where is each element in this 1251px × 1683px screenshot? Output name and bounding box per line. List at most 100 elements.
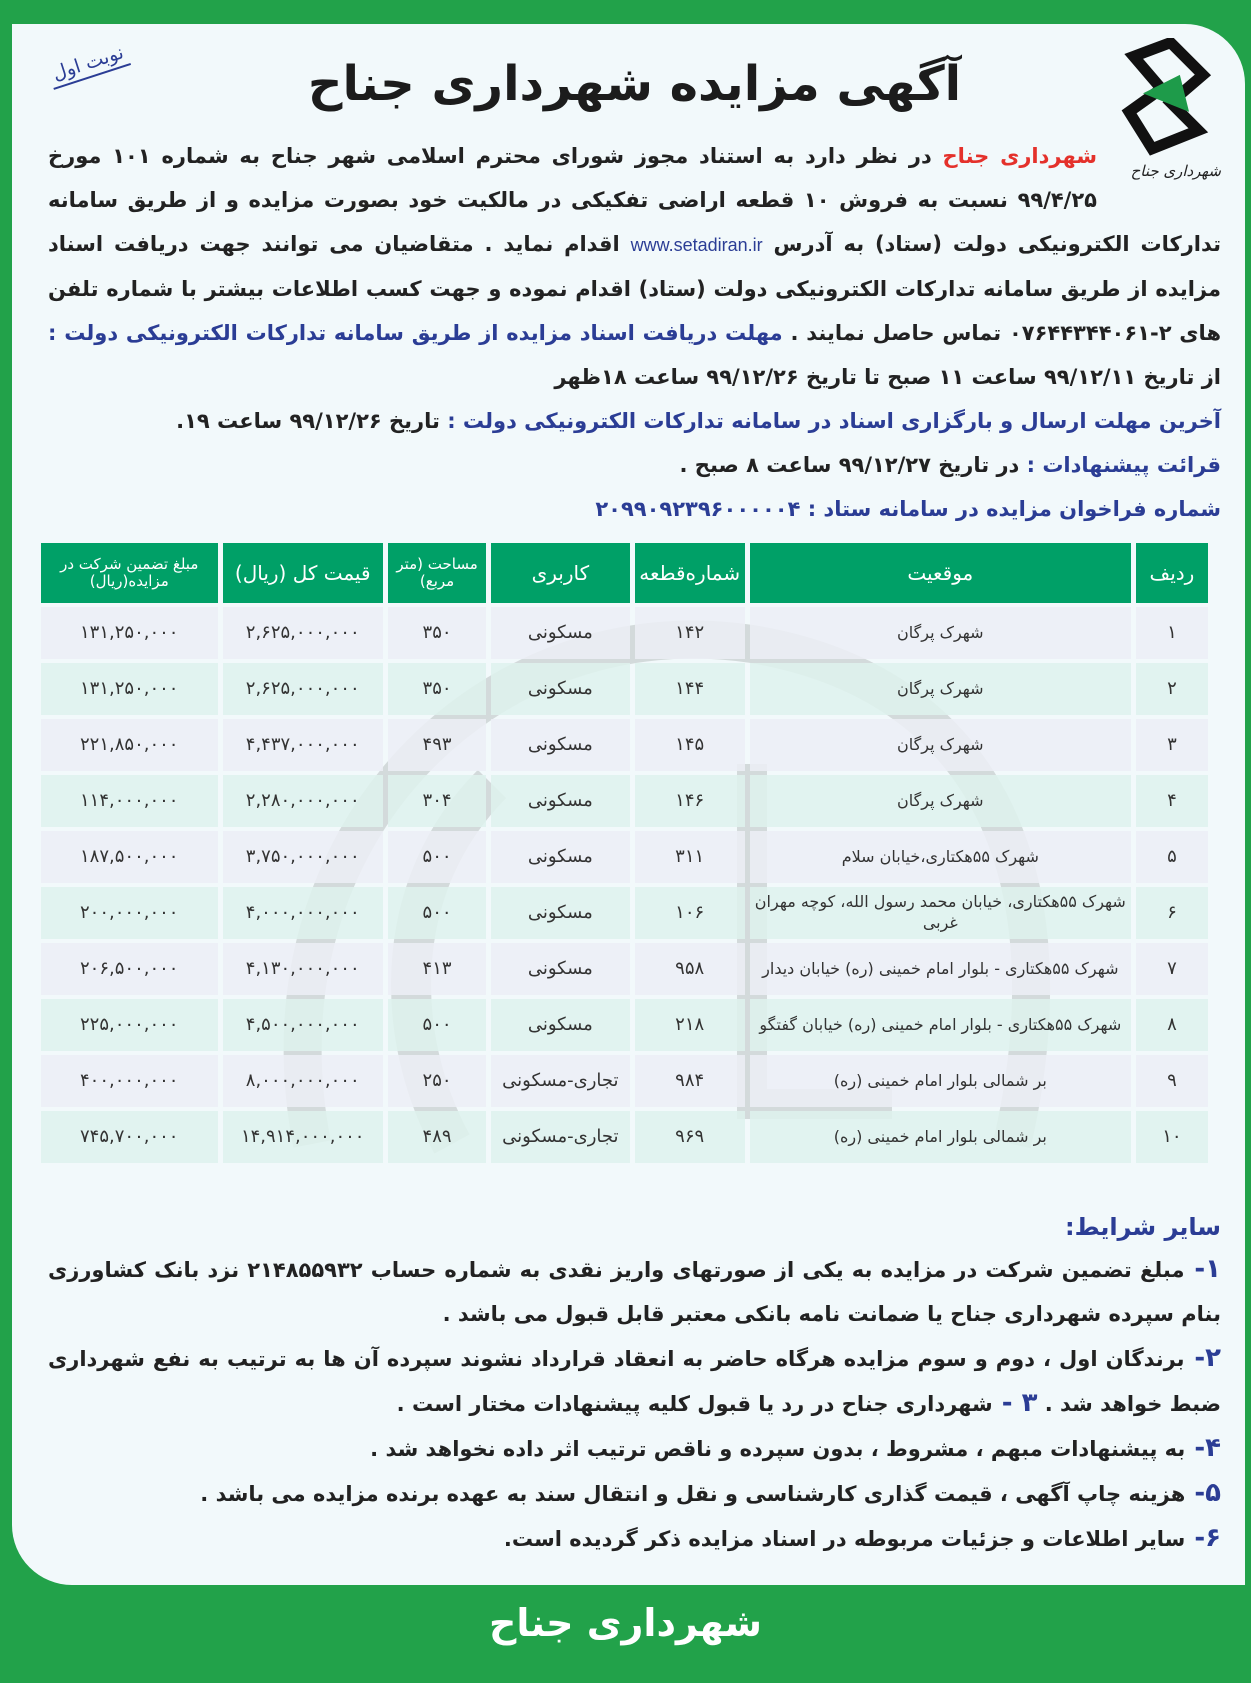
deadline-text: از تاریخ ۹۹/۱۲/۱۱ ساعت ۱۱ صبح تا تاریخ ۹… bbox=[554, 365, 1221, 389]
cell-lot-number: ۱۴۴ bbox=[634, 663, 745, 715]
cell-row-number: ۶ bbox=[1135, 887, 1208, 939]
table-row: ۵ شهرک ۵۵هکتاری،خیابان سلام ۳۱۱ مسکونی ۵۰۰ ۳,… bbox=[41, 831, 1208, 883]
cell-total-price: ۲,۶۲۵,۰۰۰,۰۰۰ bbox=[222, 663, 383, 715]
cell-location: بر شمالی بلوار امام خمینی (ره) bbox=[749, 1055, 1131, 1107]
cell-usage: تجاری-مسکونی bbox=[491, 1111, 630, 1163]
cell-guarantee-amount: ۷۴۵,۷۰۰,۰۰۰ bbox=[41, 1111, 218, 1163]
cell-usage: مسکونی bbox=[491, 607, 630, 659]
cell-total-price: ۳,۷۵۰,۰۰۰,۰۰۰ bbox=[222, 831, 383, 883]
condition-text: مبلغ تضمین شرکت در مزایده به یکی از صورت… bbox=[48, 1258, 1221, 1326]
cell-lot-number: ۱۴۶ bbox=[634, 775, 745, 827]
header-location: موقعیت bbox=[749, 543, 1131, 603]
header-area: مساحت (متر مربع) bbox=[387, 543, 487, 603]
header-lot-number: شماره‌قطعه bbox=[634, 543, 745, 603]
cell-total-price: ۴,۱۳۰,۰۰۰,۰۰۰ bbox=[222, 943, 383, 995]
conditions-section: سایر شرایط: ۱- مبلغ تضمین شرکت در مزایده… bbox=[48, 1207, 1221, 1561]
municipality-logo bbox=[1121, 38, 1212, 156]
cell-area: ۳۵۰ bbox=[387, 607, 487, 659]
cell-area: ۵۰۰ bbox=[387, 999, 487, 1051]
setad-link[interactable]: www.setadiran.ir bbox=[630, 235, 763, 255]
cell-location: شهرک پرگان bbox=[749, 775, 1131, 827]
condition-number: ۶- bbox=[1185, 1523, 1221, 1553]
opening-label: قرائت پیشنهادات : bbox=[1019, 453, 1221, 477]
submission-info: آخرین مهلت ارسال و بارگزاری اسناد در سام… bbox=[48, 399, 1221, 531]
condition-text: به پیشنهادات مبهم ، مشروط ، بدون سپرده و… bbox=[370, 1437, 1186, 1461]
cell-location: بر شمالی بلوار امام خمینی (ره) bbox=[749, 1111, 1131, 1163]
conditions-heading: سایر شرایط: bbox=[1065, 1213, 1221, 1241]
page-title: آگهی مزایده شهرداری جناح bbox=[307, 56, 962, 112]
cell-lot-number: ۱۴۵ bbox=[634, 719, 745, 771]
cell-total-price: ۱۴,۹۱۴,۰۰۰,۰۰۰ bbox=[222, 1111, 383, 1163]
cell-total-price: ۸,۰۰۰,۰۰۰,۰۰۰ bbox=[222, 1055, 383, 1107]
notice-panel: نوبت اول آگهی مزایده شهرداری جناح شهردار… bbox=[12, 24, 1245, 1585]
cell-location: شهرک پرگان bbox=[749, 607, 1131, 659]
cell-guarantee-amount: ۲۰۰,۰۰۰,۰۰۰ bbox=[41, 887, 218, 939]
cell-lot-number: ۹۸۴ bbox=[634, 1055, 745, 1107]
cell-lot-number: ۹۶۹ bbox=[634, 1111, 745, 1163]
intro-text-1: در نظر دارد به استناد مجوز شورای محترم ا… bbox=[48, 144, 1221, 256]
cell-usage: مسکونی bbox=[491, 999, 630, 1051]
cell-guarantee-amount: ۱۳۱,۲۵۰,۰۰۰ bbox=[41, 607, 218, 659]
cell-total-price: ۲,۲۸۰,۰۰۰,۰۰۰ bbox=[222, 775, 383, 827]
cell-area: ۳۰۴ bbox=[387, 775, 487, 827]
table-row: ۸ شهرک ۵۵هکتاری - بلوار امام خمینی (ره) خ… bbox=[41, 999, 1208, 1051]
condition-number: ۱- bbox=[1184, 1254, 1221, 1284]
table-row: ۹ بر شمالی بلوار امام خمینی (ره) ۹۸۴ تجاری-… bbox=[41, 1055, 1208, 1107]
cell-lot-number: ۱۰۶ bbox=[634, 887, 745, 939]
cell-area: ۳۵۰ bbox=[387, 663, 487, 715]
cell-usage: مسکونی bbox=[491, 663, 630, 715]
cell-area: ۴۹۳ bbox=[387, 719, 487, 771]
table-row: ۴ شهرک پرگان ۱۴۶ مسکونی ۳۰۴ ۲,۲۸۰,۰۰۰,۰۰۰ ۱۱۴,… bbox=[41, 775, 1208, 827]
intro-text-2: اقدام نماید . متقاضیان می توانند جهت دری… bbox=[48, 232, 1221, 345]
table-row: ۳ شهرک پرگان ۱۴۵ مسکونی ۴۹۳ ۴,۴۳۷,۰۰۰,۰۰۰ ۲۲۱,… bbox=[41, 719, 1208, 771]
logo-text: شهرداری جناح bbox=[1130, 162, 1221, 180]
call-label: شماره فراخوان مزایده در سامانه ستاد : bbox=[800, 497, 1221, 521]
cell-lot-number: ۹۵۸ bbox=[634, 943, 745, 995]
condition-number: ۵- bbox=[1185, 1478, 1221, 1508]
cell-location: شهرک ۵۵هکتاری - بلوار امام خمینی (ره) خی… bbox=[749, 943, 1131, 995]
org-name: شهرداری جناح bbox=[942, 144, 1097, 168]
cell-guarantee-amount: ۲۰۶,۵۰۰,۰۰۰ bbox=[41, 943, 218, 995]
cell-area: ۲۵۰ bbox=[387, 1055, 487, 1107]
submit-label: آخرین مهلت ارسال و بارگزاری اسناد در سام… bbox=[439, 409, 1221, 433]
cell-total-price: ۲,۶۲۵,۰۰۰,۰۰۰ bbox=[222, 607, 383, 659]
condition-text: سایر اطلاعات و جزئیات مربوطه در اسناد مز… bbox=[503, 1527, 1186, 1551]
cell-row-number: ۷ bbox=[1135, 943, 1208, 995]
cell-guarantee-amount: ۲۲۱,۸۵۰,۰۰۰ bbox=[41, 719, 218, 771]
table-row: ۱ شهرک پرگان ۱۴۲ مسکونی ۳۵۰ ۲,۶۲۵,۰۰۰,۰۰۰ ۱۳۱,… bbox=[41, 607, 1208, 659]
cell-total-price: ۴,۰۰۰,۰۰۰,۰۰۰ bbox=[222, 887, 383, 939]
cell-area: ۵۰۰ bbox=[387, 831, 487, 883]
logo-block: شهرداری جناح bbox=[1109, 38, 1221, 188]
cell-usage: مسکونی bbox=[491, 943, 630, 995]
condition-text: برندگان اول ، دوم و سوم مزایده هرگاه حاض… bbox=[48, 1347, 1221, 1416]
condition-5: ۵- هزینه چاپ آگهی ، قیمت گذاری کارشناسی … bbox=[48, 1471, 1221, 1516]
cell-row-number: ۱۰ bbox=[1135, 1111, 1208, 1163]
cell-row-number: ۵ bbox=[1135, 831, 1208, 883]
condition-text: هزینه چاپ آگهی ، قیمت گذاری کارشناسی و ن… bbox=[200, 1482, 1186, 1506]
condition-6: ۶- سایر اطلاعات و جزئیات مربوطه در اسناد… bbox=[48, 1516, 1221, 1561]
header-row-number: ردیف bbox=[1135, 543, 1208, 603]
cell-location: شهرک ۵۵هکتاری - بلوار امام خمینی (ره) خی… bbox=[749, 999, 1131, 1051]
call-number: ۲۰۹۹۰۹۲۳۹۶۰۰۰۰۰۴ bbox=[595, 497, 801, 521]
deadline-label: مهلت دریافت اسناد مزایده از طریق سامانه … bbox=[48, 321, 783, 345]
header-guarantee: مبلغ تضمین شرکت در مزایده(ریال) bbox=[41, 543, 218, 603]
condition-4: ۴- به پیشنهادات مبهم ، مشروط ، بدون سپرد… bbox=[48, 1426, 1221, 1471]
footer-signature: شهرداری جناح bbox=[488, 1601, 763, 1645]
header-total-price: قیمت کل (ریال) bbox=[222, 543, 383, 603]
table-row: ۶ شهرک ۵۵هکتاری، خیابان محمد رسول الله، ک… bbox=[41, 887, 1208, 939]
cell-location: شهرک ۵۵هکتاری،خیابان سلام bbox=[749, 831, 1131, 883]
cell-lot-number: ۲۱۸ bbox=[634, 999, 745, 1051]
cell-total-price: ۴,۵۰۰,۰۰۰,۰۰۰ bbox=[222, 999, 383, 1051]
cell-area: ۵۰۰ bbox=[387, 887, 487, 939]
cell-location: شهرک پرگان bbox=[749, 663, 1131, 715]
condition-text: شهرداری جناح در رد یا قبول کلیه پیشنهادا… bbox=[396, 1392, 993, 1416]
cell-guarantee-amount: ۴۰۰,۰۰۰,۰۰۰ bbox=[41, 1055, 218, 1107]
cell-guarantee-amount: ۲۲۵,۰۰۰,۰۰۰ bbox=[41, 999, 218, 1051]
intro-paragraph: شهرداری جناح در نظر دارد به استناد مجوز … bbox=[48, 134, 1221, 399]
table-row: ۱۰ بر شمالی بلوار امام خمینی (ره) ۹۶۹ تجاری… bbox=[41, 1111, 1208, 1163]
condition-number: ۳ - bbox=[992, 1388, 1038, 1418]
condition-number: ۲- bbox=[1184, 1343, 1222, 1373]
table-row: ۷ شهرک ۵۵هکتاری - بلوار امام خمینی (ره) خ… bbox=[41, 943, 1208, 995]
opening-text: در تاریخ ۹۹/۱۲/۲۷ ساعت ۸ صبح . bbox=[679, 453, 1020, 477]
cell-row-number: ۴ bbox=[1135, 775, 1208, 827]
